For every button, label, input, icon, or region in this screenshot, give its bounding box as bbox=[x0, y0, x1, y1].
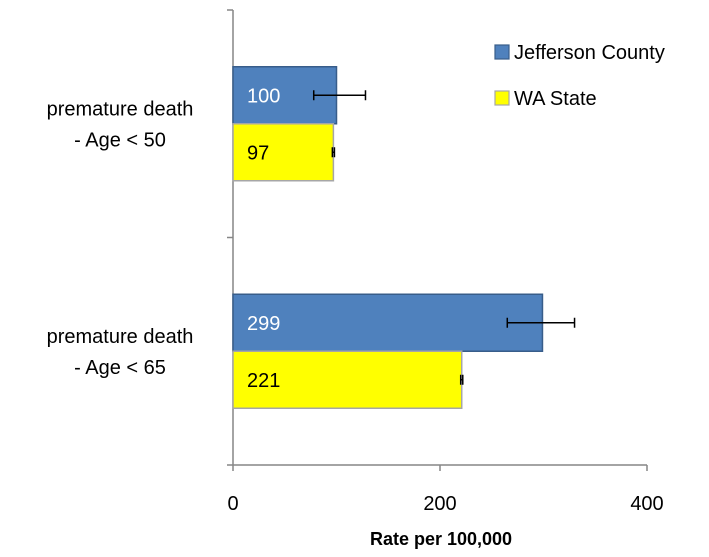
value-axis bbox=[232, 464, 648, 471]
data-label: 100 bbox=[247, 85, 280, 107]
x-axis-title: Rate per 100,000 bbox=[370, 529, 512, 549]
legend-item: Jefferson County bbox=[494, 42, 665, 64]
x-tick-label: 200 bbox=[423, 493, 456, 515]
data-label: 221 bbox=[247, 370, 280, 392]
category-label: premature death bbox=[47, 98, 194, 120]
tick-labels: 0 200 400 bbox=[227, 493, 663, 515]
bar bbox=[232, 123, 335, 182]
legend: Jefferson County WA State bbox=[494, 42, 665, 110]
bar bbox=[232, 293, 544, 352]
legend-label: Jefferson County bbox=[514, 42, 665, 64]
x-tick-label: 0 bbox=[227, 493, 238, 515]
error-bar bbox=[312, 90, 367, 101]
x-tick-label: 400 bbox=[630, 493, 663, 515]
error-bar bbox=[506, 317, 576, 328]
legend-label: WA State bbox=[514, 88, 597, 110]
category-axis bbox=[227, 9, 234, 466]
legend-item: WA State bbox=[494, 88, 597, 110]
category-label: - Age < 50 bbox=[74, 129, 166, 151]
data-label: 299 bbox=[247, 313, 280, 335]
error-bar bbox=[331, 147, 336, 158]
error-bar bbox=[459, 374, 464, 385]
legend-swatch bbox=[494, 90, 510, 106]
category-labels: premature death - Age < 50 premature death… bbox=[47, 98, 194, 379]
category-label: - Age < 65 bbox=[74, 357, 166, 379]
bars: 100 97 299 221 bbox=[232, 66, 576, 409]
legend-swatch bbox=[494, 44, 510, 60]
category-label: premature death bbox=[47, 326, 194, 348]
data-label: 97 bbox=[247, 142, 269, 164]
